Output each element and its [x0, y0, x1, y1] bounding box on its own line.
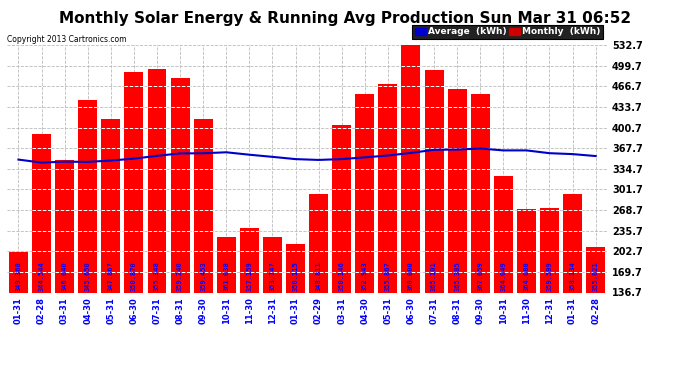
Bar [263, 237, 282, 292]
Text: 350.115: 350.115 [293, 261, 299, 291]
Text: 350.146: 350.146 [339, 261, 345, 291]
Text: 360.000: 360.000 [408, 261, 414, 291]
Text: 355.867: 355.867 [385, 261, 391, 291]
Bar [101, 118, 120, 292]
Bar [563, 194, 582, 292]
Text: 365.385: 365.385 [454, 261, 460, 291]
Bar [240, 228, 259, 292]
Bar [471, 94, 490, 292]
Text: 348.811: 348.811 [315, 261, 322, 291]
Bar [586, 247, 605, 292]
Bar [148, 69, 166, 292]
Text: 346.040: 346.040 [61, 261, 68, 291]
Bar [309, 194, 328, 292]
Legend: Average  (kWh), Monthly  (kWh): Average (kWh), Monthly (kWh) [413, 25, 602, 39]
Text: 344.544: 344.544 [39, 261, 45, 291]
Text: 364.080: 364.080 [524, 261, 529, 291]
Text: 365.101: 365.101 [431, 261, 437, 291]
Bar [494, 176, 513, 292]
Bar [78, 100, 97, 292]
Bar [517, 209, 536, 292]
Bar [9, 252, 28, 292]
Text: 345.650: 345.650 [85, 261, 90, 291]
Text: 355.348: 355.348 [154, 261, 160, 291]
Text: 347.867: 347.867 [108, 261, 114, 291]
Bar [55, 160, 74, 292]
Bar [448, 88, 466, 292]
Bar [194, 118, 213, 292]
Bar [170, 78, 190, 292]
Text: 350.870: 350.870 [131, 261, 137, 291]
Text: 359.240: 359.240 [177, 261, 183, 291]
Text: 364.049: 364.049 [500, 261, 506, 291]
Bar [332, 125, 351, 292]
Bar [540, 208, 559, 292]
Bar [286, 244, 305, 292]
Text: 358.134: 358.134 [569, 261, 575, 291]
Bar [402, 45, 420, 292]
Bar [355, 94, 374, 292]
Text: 352.943: 352.943 [362, 261, 368, 291]
Text: 367.059: 367.059 [477, 261, 483, 291]
Text: 349.368: 349.368 [15, 261, 21, 291]
Text: 361.038: 361.038 [224, 261, 229, 291]
Text: 355.021: 355.021 [593, 261, 599, 291]
Bar [217, 237, 236, 292]
Text: 353.747: 353.747 [269, 261, 275, 291]
Text: 359.453: 359.453 [200, 261, 206, 291]
Bar [124, 72, 144, 292]
Text: Copyright 2013 Cartronics.com: Copyright 2013 Cartronics.com [7, 35, 126, 44]
Text: Monthly Solar Energy & Running Avg Production Sun Mar 31 06:52: Monthly Solar Energy & Running Avg Produ… [59, 11, 631, 26]
Text: 359.599: 359.599 [546, 261, 553, 291]
Bar [32, 134, 51, 292]
Bar [378, 84, 397, 292]
Text: 357.159: 357.159 [246, 261, 253, 291]
Bar [424, 70, 444, 292]
